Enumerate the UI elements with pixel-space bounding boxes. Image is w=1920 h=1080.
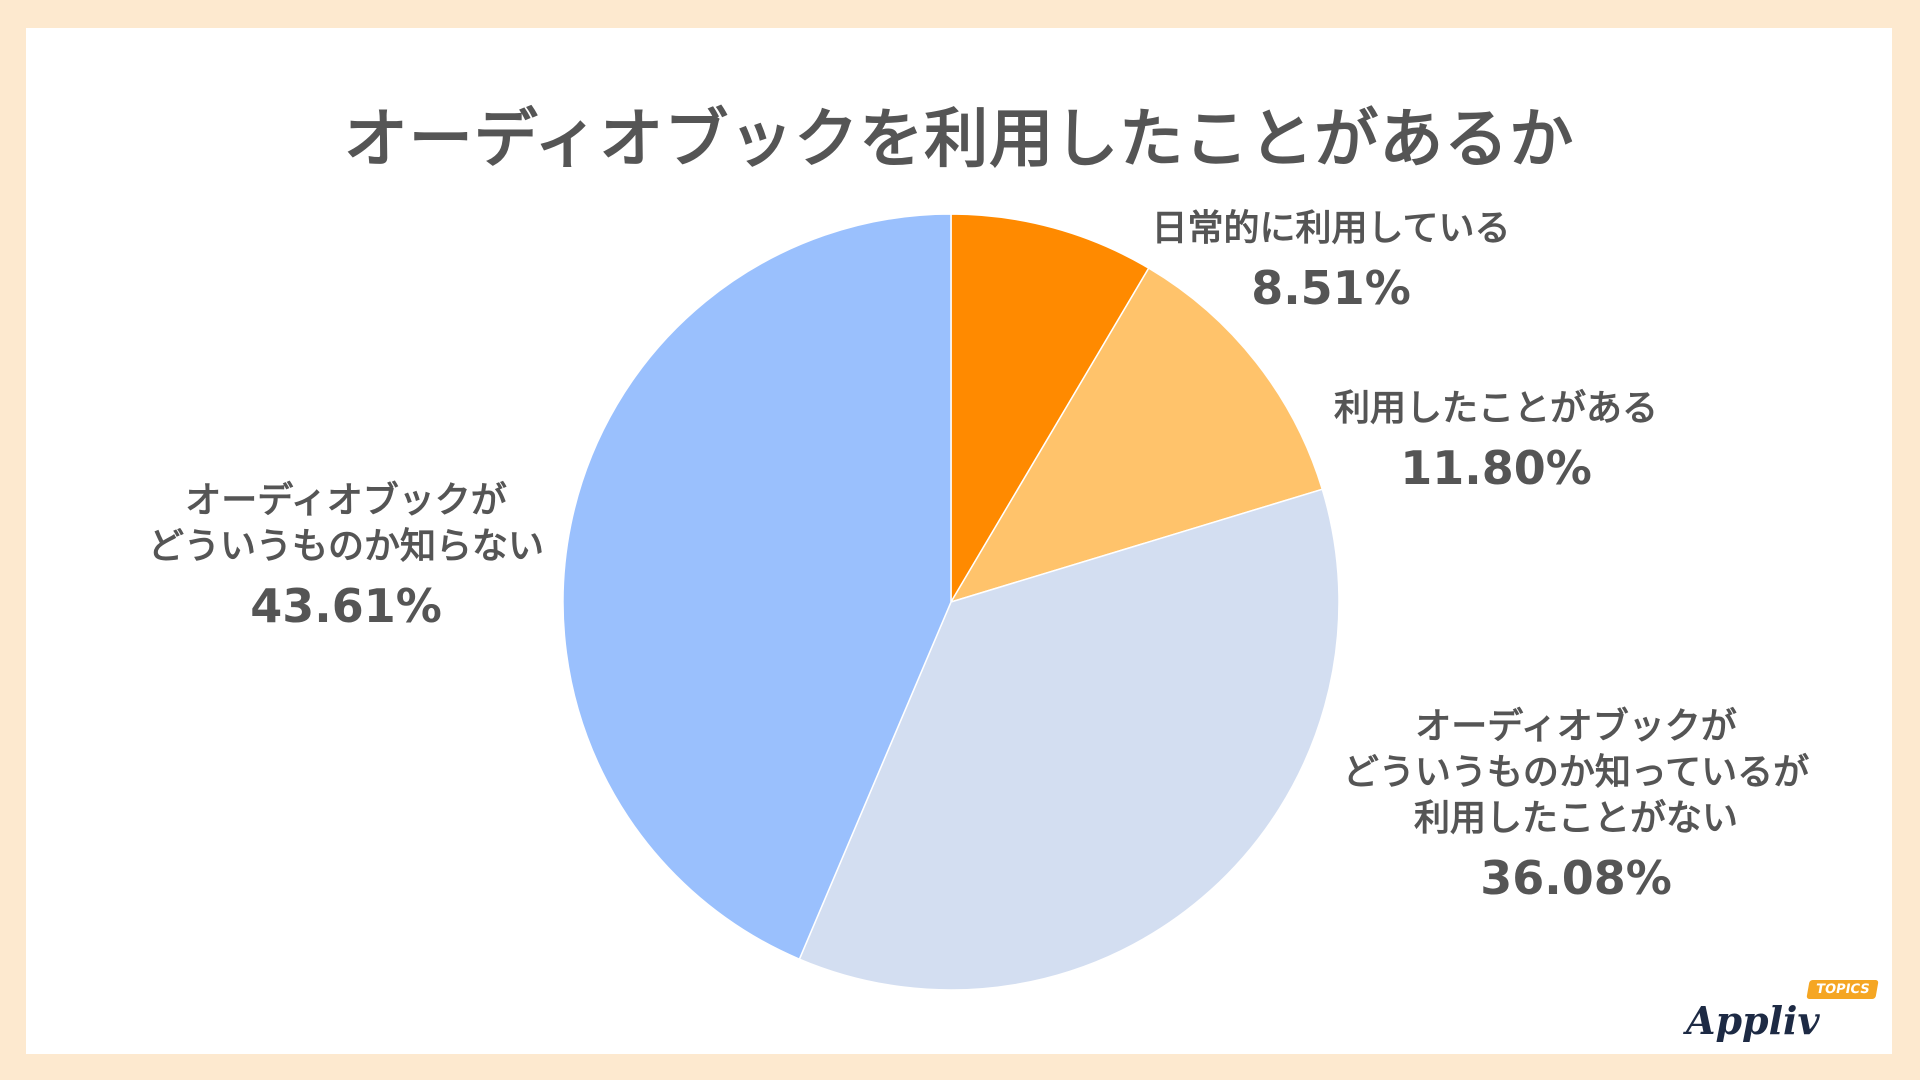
appliv-topics-logo: Appliv TOPICS bbox=[1686, 980, 1880, 1050]
chart-card: オーディオブックを利用したことがあるか 日常的に利用している 8.51% 利用し… bbox=[26, 28, 1892, 1054]
chart-title: オーディオブックを利用したことがあるか bbox=[343, 103, 1575, 177]
label-dont-know: オーディオブックが どういうものか知らない 43.61% bbox=[86, 478, 606, 638]
logo-badge: TOPICS bbox=[1806, 980, 1880, 999]
pie-chart bbox=[562, 213, 1340, 991]
label-daily-use: 日常的に利用している 8.51% bbox=[1131, 206, 1531, 320]
label-daily-use-value: 8.51% bbox=[1251, 261, 1411, 315]
label-know-not-used-name: オーディオブックが どういうものか知っているが 利用したことがない bbox=[1342, 706, 1810, 839]
slice-have-used bbox=[949, 267, 1324, 604]
label-dont-know-name: オーディオブックが どういうものか知らない bbox=[147, 480, 544, 567]
label-know-not-used-value: 36.08% bbox=[1480, 851, 1672, 905]
label-know-not-used: オーディオブックが どういうものか知っているが 利用したことがない 36.08% bbox=[1296, 704, 1856, 910]
logo-wordmark: Appliv bbox=[1686, 998, 1820, 1043]
label-have-used-name: 利用したことがある bbox=[1333, 388, 1658, 429]
label-have-used-value: 11.80% bbox=[1400, 441, 1592, 495]
slice-know-not-used bbox=[798, 488, 1340, 991]
label-have-used: 利用したことがある 11.80% bbox=[1286, 386, 1706, 500]
label-daily-use-name: 日常的に利用している bbox=[1151, 208, 1511, 249]
label-dont-know-value: 43.61% bbox=[250, 579, 442, 633]
slice-dont-know bbox=[562, 213, 952, 961]
slice-daily-use bbox=[950, 213, 1150, 605]
